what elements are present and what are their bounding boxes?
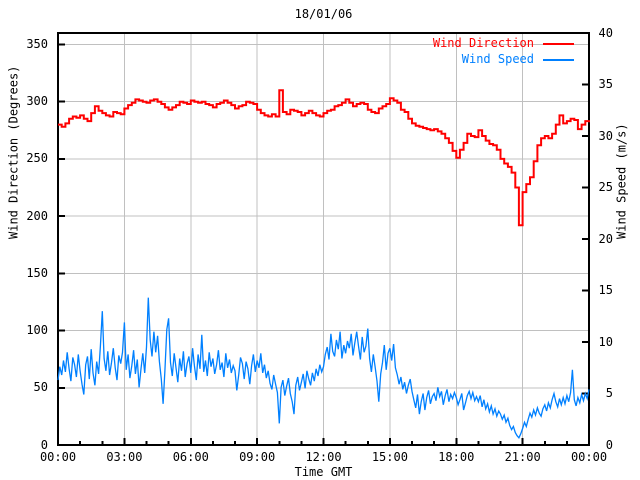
y-right-tick-label: 10 bbox=[598, 334, 613, 349]
x-tick-label: 00:00 bbox=[39, 450, 77, 464]
y-left-tick-label: 250 bbox=[26, 151, 48, 166]
y-right-tick-label: 20 bbox=[598, 231, 613, 246]
legend-label-wind-speed: Wind Speed bbox=[461, 52, 534, 66]
series-wind-speed bbox=[57, 297, 590, 439]
y-right-tick-label: 0 bbox=[605, 437, 613, 452]
series-wind-direction bbox=[58, 89, 590, 227]
y-left-tick-label: 100 bbox=[26, 323, 48, 338]
y-left-tick-label: 50 bbox=[33, 380, 48, 395]
x-tick-label: 21:00 bbox=[504, 450, 541, 464]
x-tick-label: 15:00 bbox=[371, 450, 408, 464]
legend-label-wind-direction: Wind Direction bbox=[432, 36, 534, 50]
y-left-tick-label: 150 bbox=[26, 265, 48, 280]
y-left-tick-label: 200 bbox=[26, 208, 48, 223]
chart-title: 18/01/06 bbox=[294, 7, 353, 21]
y-right-tick-label: 40 bbox=[598, 25, 613, 40]
legend-entry-wind-direction: Wind Direction bbox=[433, 37, 574, 50]
legend-line-swatch-wind-speed bbox=[543, 58, 574, 61]
y-left-tick-label: 350 bbox=[26, 36, 48, 51]
y-left-tick-label: 300 bbox=[26, 94, 48, 109]
y-right-tick-label: 30 bbox=[598, 128, 613, 143]
y-left-tick-label: 0 bbox=[40, 437, 48, 452]
x-tick-label: 18:00 bbox=[438, 450, 475, 464]
x-axis-label: Time GMT bbox=[294, 465, 353, 479]
y-right-tick-label: 5 bbox=[605, 386, 613, 400]
y-right-tick-label: 25 bbox=[598, 180, 613, 194]
legend-entry-wind-speed: Wind Speed bbox=[462, 53, 574, 66]
y-right-tick-label: 15 bbox=[598, 283, 613, 297]
y-right-tick-label: 35 bbox=[598, 77, 613, 91]
legend-line-swatch-wind-direction bbox=[543, 42, 574, 45]
x-tick-label: 03:00 bbox=[106, 450, 143, 464]
x-tick-label: 12:00 bbox=[305, 450, 342, 464]
x-tick-label: 00:00 bbox=[570, 450, 608, 464]
legend: Wind Direction Wind Speed bbox=[433, 37, 574, 66]
x-tick-label: 06:00 bbox=[172, 450, 209, 464]
x-tick-label: 09:00 bbox=[239, 450, 276, 464]
